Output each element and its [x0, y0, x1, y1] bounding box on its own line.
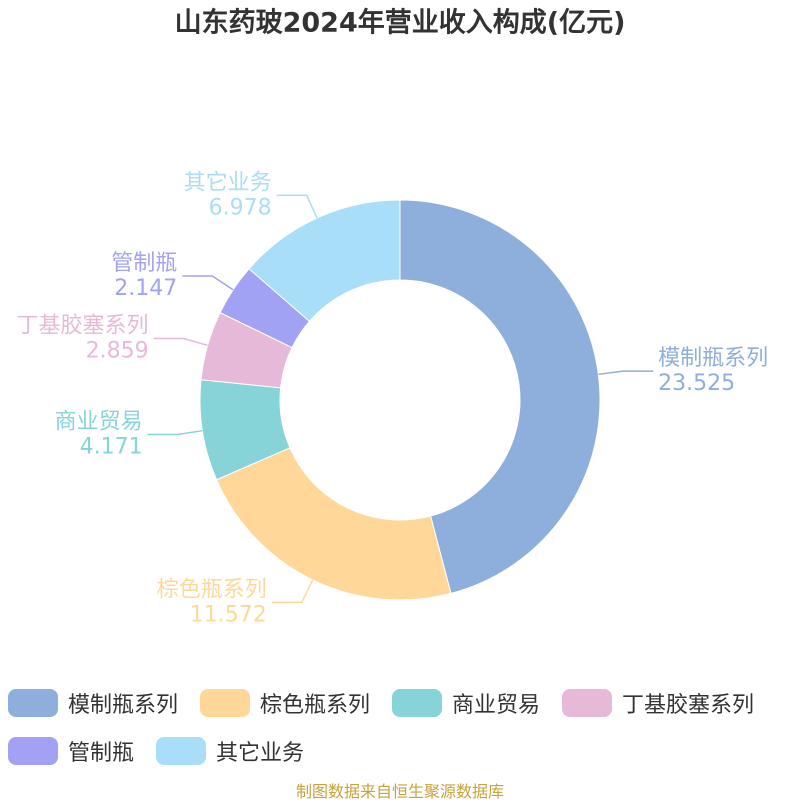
- chart-title: 山东药玻2024年营业收入构成(亿元): [175, 7, 626, 39]
- leader-line: [271, 579, 314, 604]
- legend-item[interactable]: 棕色瓶系列: [200, 686, 370, 720]
- data-label-value: 2.859: [86, 338, 149, 363]
- data-label-value: 4.171: [80, 435, 143, 460]
- legend-swatch: [562, 689, 613, 717]
- data-label-value: 23.525: [658, 371, 735, 396]
- source-note: 制图数据来自恒生聚源数据库: [295, 782, 504, 800]
- data-label-value: 6.978: [209, 195, 272, 220]
- leader-line: [598, 370, 654, 376]
- legend-item[interactable]: 其它业务: [156, 734, 304, 768]
- slice: [248, 199, 401, 323]
- legend-label: 管制瓶: [68, 741, 135, 766]
- data-label-value: 2.147: [114, 276, 177, 301]
- leader-line: [182, 275, 234, 291]
- legend-item[interactable]: 丁基胶塞系列: [562, 686, 754, 720]
- data-label-name: 其它业务: [184, 170, 272, 195]
- legend-swatch: [392, 689, 443, 717]
- data-label-name: 丁基胶塞系列: [17, 313, 149, 338]
- leader-line: [153, 337, 208, 347]
- legend-label: 棕色瓶系列: [260, 693, 371, 718]
- leader-line: [147, 429, 203, 436]
- data-label-name: 商业贸易: [55, 410, 143, 435]
- legend-label: 商业贸易: [452, 693, 541, 718]
- legend: 模制瓶系列 棕色瓶系列 商业贸易 丁基胶塞系列管制瓶 其它业务: [8, 686, 800, 768]
- data-label-name: 模制瓶系列: [658, 346, 768, 371]
- legend-swatch: [200, 689, 251, 717]
- data-label-name: 管制瓶: [111, 251, 177, 276]
- slice: [399, 199, 601, 595]
- legend-swatch: [8, 689, 58, 717]
- leader-line: [276, 194, 318, 219]
- legend-item[interactable]: 模制瓶系列: [8, 686, 178, 720]
- slice: [215, 447, 452, 601]
- legend-label: 模制瓶系列: [68, 693, 179, 718]
- data-label-value: 11.572: [190, 602, 267, 627]
- legend-label: 其它业务: [216, 741, 305, 766]
- legend-swatch: [8, 737, 58, 765]
- legend-item[interactable]: 管制瓶: [8, 734, 134, 768]
- data-label-name: 棕色瓶系列: [157, 577, 267, 602]
- legend-swatch: [156, 737, 207, 765]
- legend-label: 丁基胶塞系列: [622, 693, 755, 718]
- legend-item[interactable]: 商业贸易: [392, 686, 540, 720]
